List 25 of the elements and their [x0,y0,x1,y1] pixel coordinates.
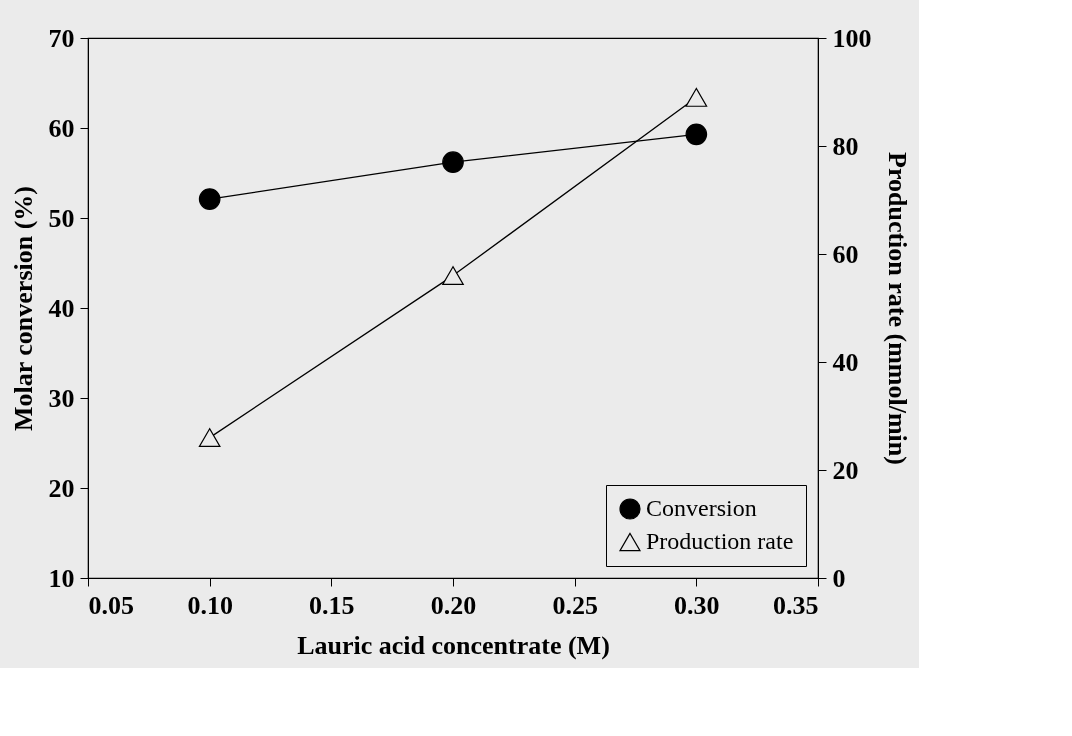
x-tick-label: 0.20 [430,590,477,620]
y2-tick-label: 80 [832,131,859,161]
legend-label: Production rate [646,528,794,554]
x-tick-label: 0.05 [88,590,134,620]
x-axis-title: Lauric acid concentrate (M) [297,630,610,660]
y2-tick-label: 60 [832,239,859,269]
y-tick-label: 40 [48,293,75,323]
y2-tick-label: 0 [832,563,846,593]
y-tick-label: 20 [48,473,75,503]
y-tick-label: 60 [48,113,75,143]
y-tick-label: 10 [48,563,75,593]
x-tick-label: 0.30 [674,590,720,620]
x-tick-label: 0.25 [552,590,598,620]
y2-tick-label: 20 [832,455,859,485]
y2-tick-label: 40 [832,347,859,377]
x-tick-label: 0.15 [309,590,355,620]
y-tick-label: 50 [48,203,75,233]
y2-tick-label: 100 [832,23,872,53]
y-axis-title: Molar conversion (%) [8,185,38,432]
y-tick-label: 70 [48,23,75,53]
x-tick-label: 0.10 [187,590,233,620]
y-tick-label: 30 [48,383,75,413]
x-tick-label: 0.35 [773,590,819,620]
legend-label: Conversion [646,495,757,521]
y2-axis-title: Production rate (mmol/min) [882,152,912,465]
